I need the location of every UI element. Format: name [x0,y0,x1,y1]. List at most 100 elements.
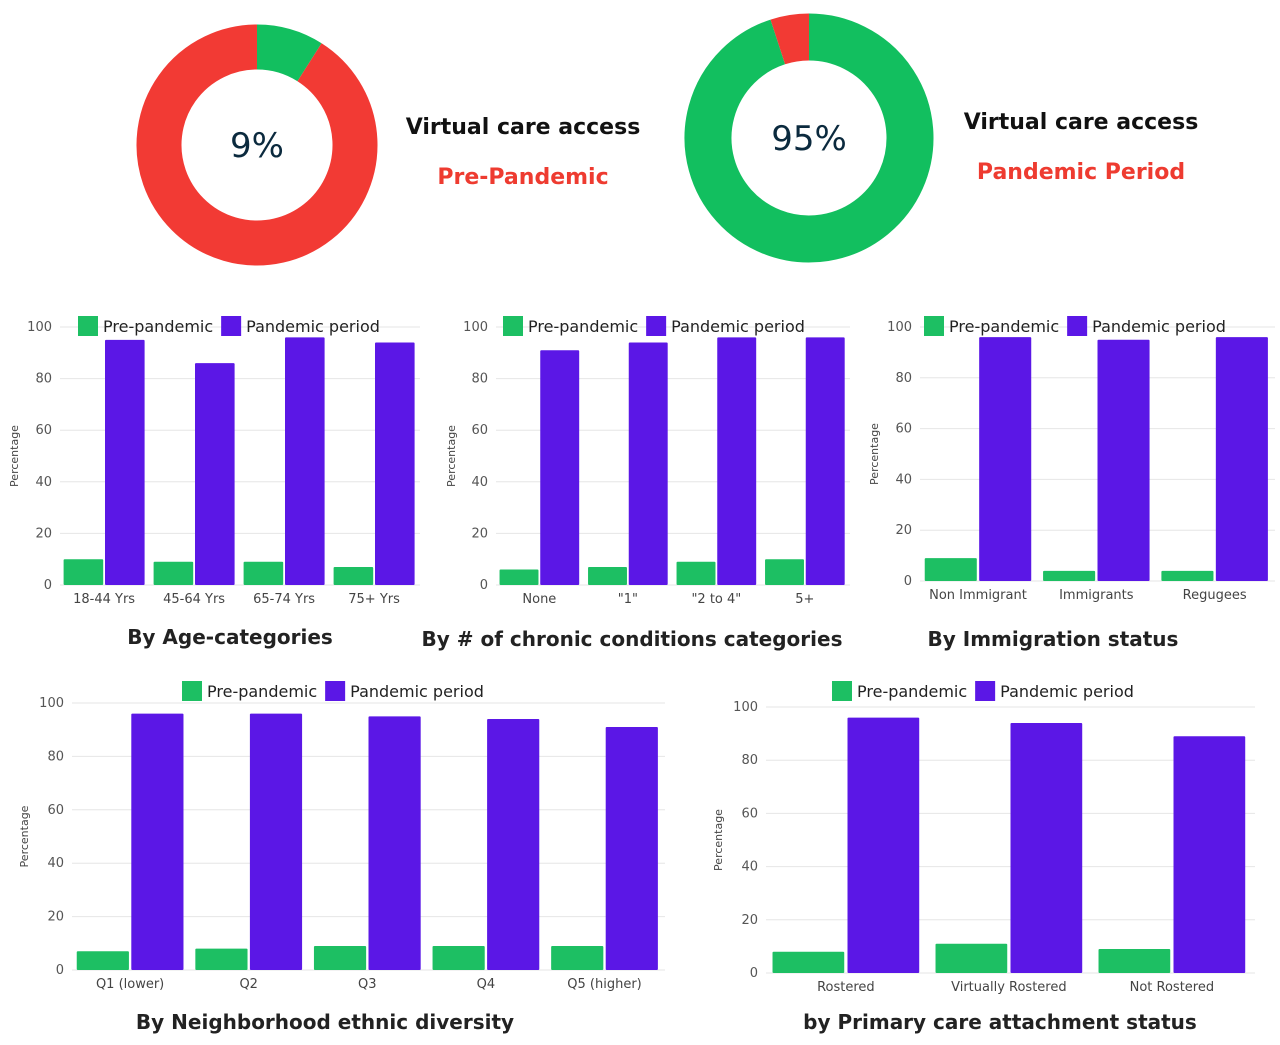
bar-pre-pandemic [588,566,627,585]
y-tick-label: 0 [480,578,488,593]
bar-pre-pandemic [772,951,845,973]
legend-label: Pre-pandemic [528,317,638,336]
y-tick-label: 0 [56,963,64,978]
y-tick-label: 100 [733,700,758,715]
y-tick-label: 40 [35,475,52,490]
bar-pandemic-period [249,713,303,970]
legend-swatch [221,316,242,336]
y-tick-label: 80 [895,371,912,386]
y-tick-label: 80 [35,372,52,387]
x-category-label: Q2 [239,977,258,992]
legend-label: Pandemic period [671,317,805,336]
legend-label: Pandemic period [1092,317,1226,336]
y-tick-label: 80 [741,753,758,768]
donut-percent-label: 95% [771,119,847,159]
bar-pandemic-period [487,719,540,970]
y-tick-label: 80 [471,372,488,387]
bar-pre-pandemic [243,561,284,585]
y-tick-label: 20 [895,523,912,538]
bar-pandemic-period [1097,339,1150,581]
bar-pre-pandemic [499,569,539,585]
bar-pandemic-period [540,350,580,585]
bar-pre-pandemic [76,951,129,970]
legend-label: Pre-pandemic [857,682,967,701]
y-tick-label: 60 [35,423,52,438]
y-tick-label: 40 [741,860,758,875]
legend-swatch [325,681,346,701]
x-category-label: 18-44 Yrs [73,592,135,607]
legend-label: Pandemic period [350,682,484,701]
x-category-label: "1" [618,592,638,607]
y-tick-label: 0 [750,966,758,981]
x-category-label: Not Rostered [1130,980,1215,995]
donut-green-slice [684,13,934,263]
donut-title: Virtual care access [406,115,641,140]
x-category-label: 65-74 Yrs [253,592,315,607]
bar-pre-pandemic [195,948,248,970]
y-tick-label: 20 [47,910,64,925]
chart-title: by Primary care attachment status [803,1010,1197,1034]
legend-label: Pre-pandemic [103,317,213,336]
y-tick-label: 60 [471,423,488,438]
bar-pre-pandemic [676,561,716,585]
bar-chart-3: 0 20 40 60 80 100 Percentage Non Immigrant Immig… [868,316,1275,651]
y-axis-label: Percentage [712,809,725,871]
y-tick-label: 40 [471,475,488,490]
bar-pandemic-period [285,337,325,585]
x-category-label: 5+ [795,592,814,607]
x-category-label: Q1 (lower) [96,977,164,992]
chart-title: By # of chronic conditions categories [422,627,843,651]
donut-subtitle: Pre-Pandemic [437,165,608,190]
y-tick-label: 80 [47,749,64,764]
y-tick-label: 100 [463,320,488,335]
bar-pre-pandemic [313,945,367,970]
bar-pandemic-period [1173,736,1246,973]
chart-title: By Immigration status [928,627,1179,651]
y-tick-label: 20 [35,526,52,541]
bar-chart-1: 0 20 40 60 80 100 Percentage 18-44 Yrs 45-64 Yrs… [8,316,420,649]
x-category-label: 75+ Yrs [348,592,400,607]
bar-pandemic-period [1010,722,1083,973]
y-tick-label: 20 [741,913,758,928]
y-tick-label: 0 [44,578,52,593]
bar-pandemic-period [375,342,415,585]
donut-red-slice [136,24,378,266]
donut-chart-2: 95% Virtual care access Pandemic Period [684,13,1199,263]
y-tick-label: 100 [27,320,52,335]
legend-swatch [182,681,202,701]
donut-subtitle: Pandemic Period [977,160,1185,185]
bar-pandemic-period [805,337,845,585]
y-axis-label: Percentage [445,425,458,487]
legend-swatch [503,316,523,336]
bar-pre-pandemic [1098,949,1171,973]
legend-swatch [78,316,98,336]
y-tick-label: 100 [887,320,912,335]
x-category-label: Q5 (higher) [567,977,641,992]
x-category-label: None [522,592,556,607]
bar-pre-pandemic [153,561,194,585]
legend-label: Pre-pandemic [207,682,317,701]
x-category-label: Rostered [817,980,875,995]
bar-pre-pandemic [1161,570,1214,581]
bar-pre-pandemic [924,558,977,581]
bar-pandemic-period [605,727,658,970]
donut-title: Virtual care access [964,110,1199,135]
bar-pandemic-period [847,717,920,973]
legend-label: Pre-pandemic [949,317,1059,336]
legend-label: Pandemic period [1000,682,1134,701]
x-category-label: Regugees [1183,588,1247,603]
legend-swatch [1067,316,1088,336]
y-tick-label: 20 [471,526,488,541]
bar-pandemic-period [195,363,235,585]
bar-pandemic-period [979,337,1032,581]
x-category-label: Q3 [358,977,377,992]
y-tick-label: 60 [895,422,912,437]
donut-green-slice [256,24,322,82]
bar-chart-2: 0 20 40 60 80 100 Percentage None "1" "2 to 4" 5+ P… [422,316,850,651]
legend-swatch [646,316,667,336]
bar-chart-4: 0 20 40 60 80 100 Percentage Q1 (lower) Q2 Q3 Q4 Q5… [18,681,665,1034]
y-axis-label: Percentage [8,425,21,487]
chart-title: By Age-categories [127,625,333,649]
bar-pandemic-period [105,339,145,585]
bar-pandemic-period [1215,337,1268,581]
